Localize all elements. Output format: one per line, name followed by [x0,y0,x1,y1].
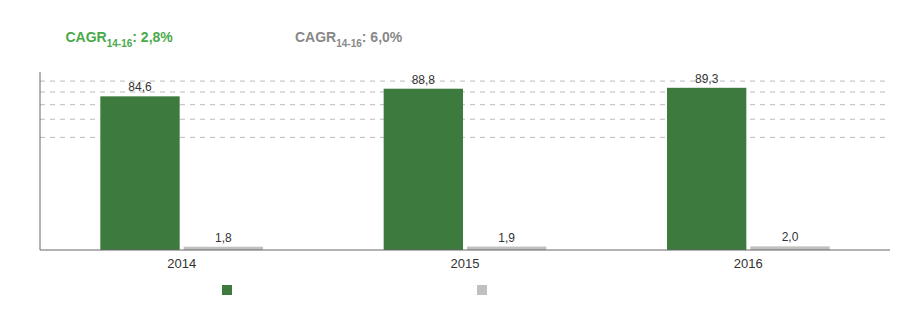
annotation: CAGR14-16: 6,0% [295,29,403,49]
grid-line [40,91,890,92]
data-label: 84,6 [128,80,152,94]
bar [100,96,179,250]
data-label: 89,3 [695,72,719,86]
data-label: 2,0 [782,230,799,244]
x-tick-label: 2015 [451,256,480,271]
bars [100,88,829,250]
bar [467,247,546,250]
annotation: CAGR14-16: 2,8% [66,29,174,49]
data-label: 1,9 [498,231,515,245]
legend-swatch [222,285,232,295]
data-label: 1,8 [215,231,232,245]
annotation-part: 14-16 [107,38,133,49]
legend-swatch [477,285,487,295]
annotation-part: CAGR [295,29,336,45]
bar [667,88,746,250]
x-tick-label: 2016 [734,256,763,271]
y-axis [40,72,41,250]
chart: 84,688,889,31,81,92,0201420152016CAGR14-… [0,0,919,312]
x-axis [40,250,890,251]
data-label: 88,8 [412,73,436,87]
annotation-part: CAGR [66,29,107,45]
x-tick-label: 2014 [167,256,196,271]
grid-line [40,81,890,82]
bar [384,89,463,250]
annotation-part: 14-16 [336,38,362,49]
annotation-part: : 2,8% [132,29,173,45]
bar [750,246,829,250]
annotation-part: : 6,0% [362,29,403,45]
